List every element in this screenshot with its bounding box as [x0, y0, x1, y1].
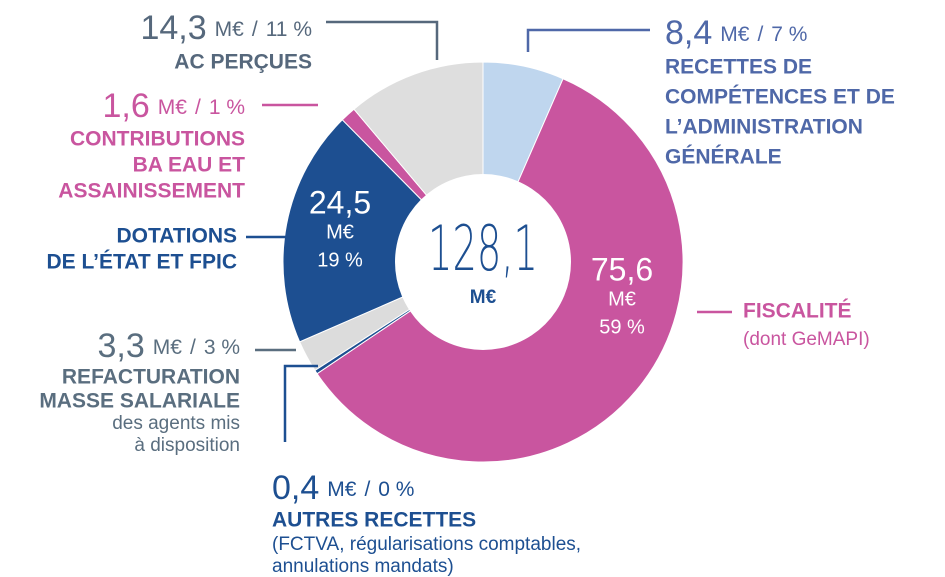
separator: / [252, 18, 258, 41]
value-line: 14,3 M€ / 11 % [140, 9, 312, 47]
percent-label: 19 % [317, 249, 363, 271]
category-label: COMPÉTENCES ET DE [665, 86, 895, 109]
leader-line [526, 28, 650, 52]
category-note: (dont GeMAPI) [743, 329, 870, 350]
unit-label: M€ [326, 221, 354, 243]
category-label: DOTATIONS [116, 225, 237, 248]
category-label: CONTRIBUTIONS [70, 128, 245, 151]
separator: / [757, 23, 763, 46]
leader-line [326, 20, 439, 60]
category-note: à disposition [134, 435, 240, 456]
unit-label: M€ [608, 288, 636, 310]
percent-label: 11 % [266, 18, 312, 41]
percent-label: 7 % [771, 23, 807, 46]
value-label: 3,3 [98, 327, 145, 365]
category-label: FISCALITÉ [743, 300, 852, 323]
total-value: 128,1 [428, 212, 538, 285]
category-label: L’ADMINISTRATION [665, 116, 863, 139]
category-note: des agents mis [112, 413, 240, 434]
value-line: 1,6 M€ / 1 % [103, 87, 245, 125]
category-note: (FCTVA, régularisations comptables, [272, 534, 581, 555]
category-label: MASSE SALARIALE [39, 390, 240, 413]
percent-label: 59 % [599, 316, 645, 338]
unit-label: M€ [215, 18, 244, 41]
leader-line [283, 364, 318, 442]
value-label: 1,6 [103, 87, 150, 125]
percent-label: 3 % [204, 336, 240, 359]
category-label: ASSAINISSEMENT [58, 180, 245, 203]
separator: / [190, 336, 196, 359]
value-label: 0,4 [272, 469, 319, 507]
unit-label: M€ [720, 23, 749, 46]
value-label: 14,3 [140, 9, 206, 47]
category-label: RECETTES DE [665, 56, 812, 79]
donut-hole [395, 174, 571, 350]
category-label: AC PERÇUES [174, 51, 312, 74]
unit-label: M€ [153, 336, 182, 359]
separator: / [364, 478, 370, 501]
unit-label: M€ [327, 478, 356, 501]
value-label: 8,4 [665, 14, 712, 52]
category-label: DE L’ÉTAT ET FPIC [46, 251, 237, 274]
separator: / [195, 96, 201, 119]
value-label: 75,6 [591, 251, 653, 287]
category-label: BA EAU ET [133, 154, 246, 177]
category-note: annulations mandats) [272, 556, 454, 577]
percent-label: 1 % [209, 96, 245, 119]
value-line: 3,3 M€ / 3 % [98, 327, 240, 365]
value-label: 24,5 [309, 184, 371, 220]
percent-label: 0 % [378, 478, 414, 501]
donut-segment [282, 119, 484, 343]
category-label: GÉNÉRALE [665, 146, 782, 169]
total-unit: M€ [470, 287, 497, 308]
value-line: 8,4 M€ / 7 % [665, 14, 807, 52]
category-label: AUTRES RECETTES [272, 509, 476, 532]
unit-label: M€ [158, 96, 187, 119]
category-label: REFACTURATION [62, 366, 240, 389]
value-line: 0,4 M€ / 0 % [272, 469, 414, 507]
